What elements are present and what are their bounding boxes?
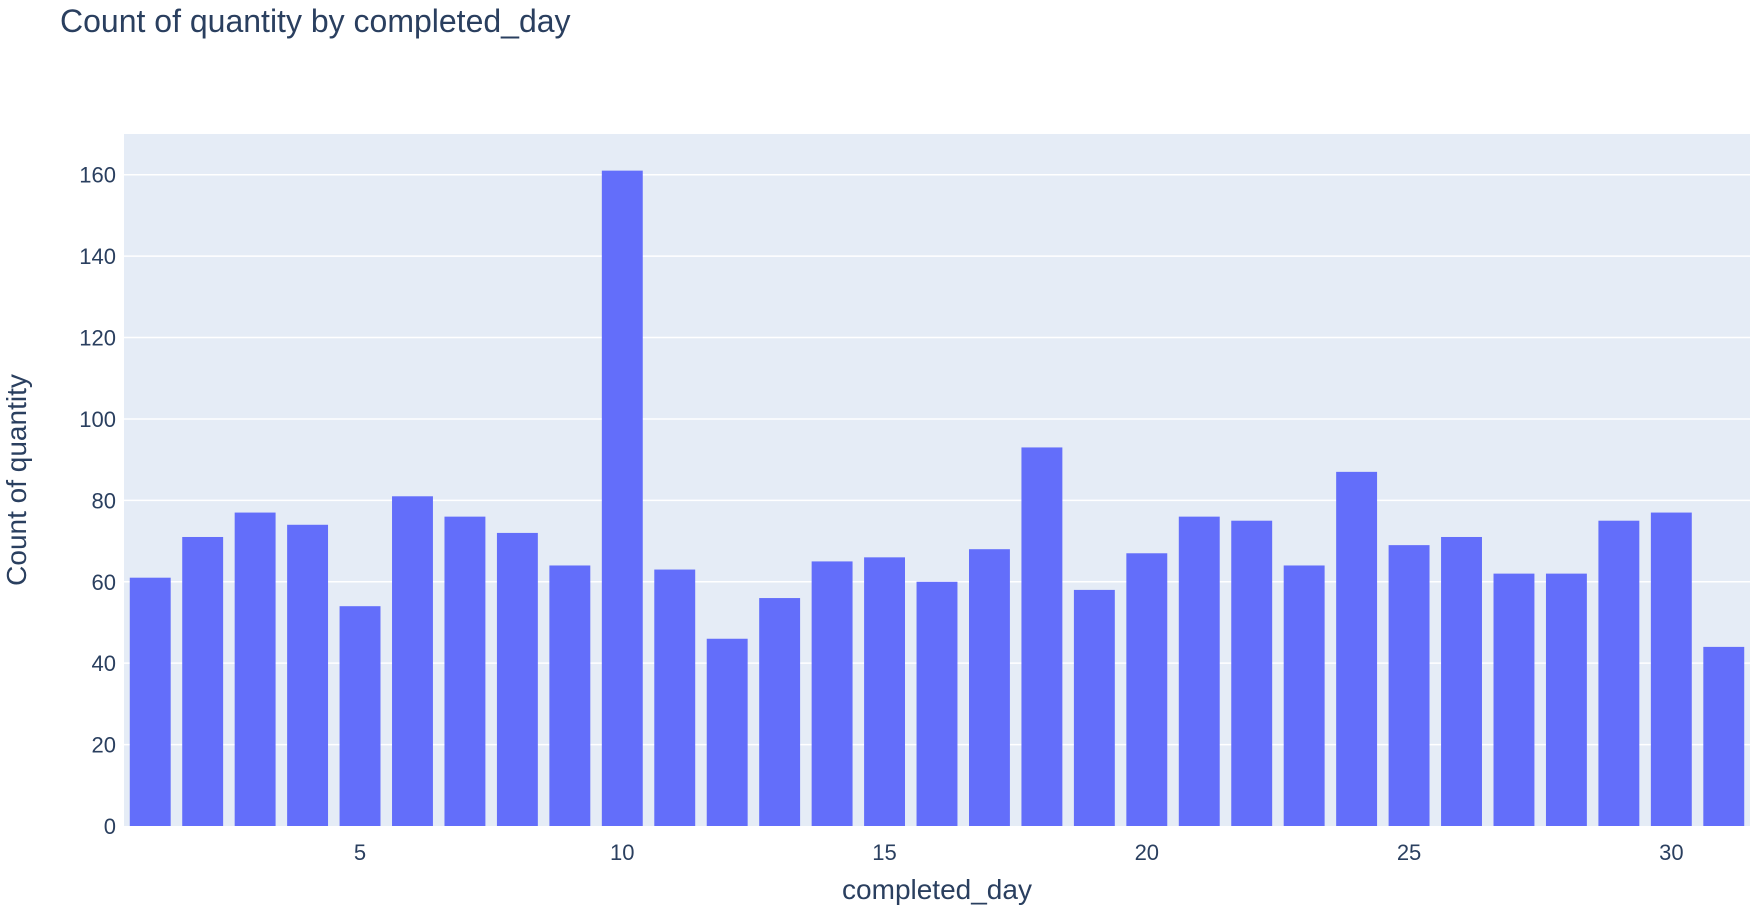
y-axis-title: Count of quantity: [1, 374, 32, 586]
bar-day-17[interactable]: [968, 549, 1010, 826]
bars: [129, 170, 1745, 826]
bar-day-19[interactable]: [1073, 589, 1115, 826]
y-tick-label: 120: [79, 326, 116, 351]
y-tick-label: 20: [92, 733, 116, 758]
bar-day-26[interactable]: [1441, 536, 1482, 826]
y-tick-label: 140: [79, 244, 116, 269]
x-tick-label: 5: [354, 840, 366, 865]
y-tick-label: 80: [92, 488, 116, 513]
bar-day-13[interactable]: [759, 598, 801, 826]
y-tick-label: 60: [92, 570, 116, 595]
x-tick-label: 30: [1659, 840, 1683, 865]
bar-day-14[interactable]: [811, 561, 853, 826]
bar-day-21[interactable]: [1178, 516, 1220, 826]
y-tick-label: 40: [92, 651, 116, 676]
bar-day-22[interactable]: [1231, 520, 1273, 826]
bar-day-5[interactable]: [339, 606, 381, 826]
x-tick-label: 20: [1135, 840, 1159, 865]
bar-day-18[interactable]: [1021, 447, 1063, 826]
bar-day-27[interactable]: [1493, 573, 1535, 826]
bar-day-20[interactable]: [1126, 553, 1168, 826]
bar-day-16[interactable]: [916, 581, 958, 826]
x-tick-label: 15: [872, 840, 896, 865]
bar-day-1[interactable]: [129, 577, 171, 826]
bar-day-28[interactable]: [1545, 573, 1587, 826]
bar-day-7[interactable]: [444, 516, 486, 826]
bar-day-30[interactable]: [1650, 512, 1692, 826]
x-axis-title: completed_day: [842, 874, 1032, 905]
bar-day-15[interactable]: [864, 557, 906, 826]
x-tick-label: 25: [1397, 840, 1421, 865]
x-tick-label: 10: [610, 840, 634, 865]
bar-day-4[interactable]: [287, 524, 329, 826]
bar-day-6[interactable]: [392, 496, 433, 826]
bar-day-25[interactable]: [1388, 545, 1430, 826]
y-tick-label: 160: [79, 163, 116, 188]
y-axis-ticks: 0 20 40 60 80 100 120 140 160: [79, 163, 116, 839]
bar-day-9[interactable]: [549, 565, 591, 826]
bar-day-11[interactable]: [654, 569, 696, 826]
y-tick-label: 0: [104, 814, 116, 839]
bar-day-24[interactable]: [1336, 471, 1378, 826]
x-axis-ticks: 5 10 15 20 25 30: [354, 840, 1684, 865]
y-tick-label: 100: [79, 407, 116, 432]
bar-day-29[interactable]: [1598, 520, 1640, 826]
bar-day-2[interactable]: [182, 536, 224, 826]
chart-title: Count of quantity by completed_day: [60, 3, 571, 39]
bar-day-23[interactable]: [1283, 565, 1325, 826]
bar-day-8[interactable]: [496, 532, 538, 826]
bar-day-12[interactable]: [706, 638, 748, 826]
bar-day-3[interactable]: [234, 512, 276, 826]
bar-day-10[interactable]: [601, 170, 643, 826]
bar-day-31[interactable]: [1703, 646, 1745, 826]
